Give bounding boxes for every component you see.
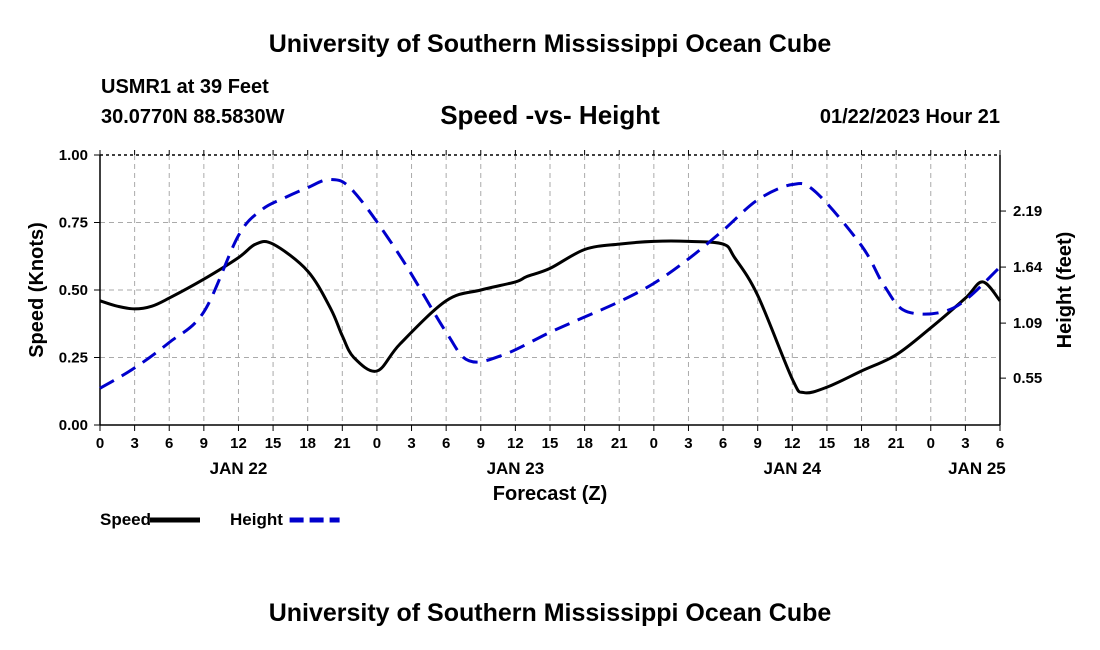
chart-labels: 0 3 6 9 12 15 18 21 0 3 6 9 12 15 18 21 0 3 6 9 12 15 18 21 0 3 6 0… — [26, 147, 1076, 505]
date-label: JAN 25 — [948, 459, 1006, 478]
y-left-tick-label: 0.50 — [59, 282, 88, 299]
series-line-speed — [99, 239, 1002, 395]
x-tick-label: 15 — [265, 435, 282, 452]
x-tick-label: 21 — [334, 435, 351, 452]
x-tick-label: 18 — [853, 435, 870, 452]
x-tick-label: 3 — [407, 435, 415, 452]
x-tick-label: 3 — [961, 435, 969, 452]
x-tick-label: 9 — [754, 435, 762, 452]
forecast-timestamp: 01/22/2023 Hour 21 — [819, 106, 1000, 128]
page-title: University of Southern Mississippi Ocean… — [268, 30, 832, 58]
x-tick-label: 18 — [299, 435, 316, 452]
y-right-tick-label: 0.55 — [1013, 370, 1042, 387]
x-tick-label: 12 — [507, 435, 524, 452]
legend-label-height: Height — [230, 510, 283, 529]
x-tick-label: 6 — [442, 435, 450, 452]
x-tick-label: 6 — [996, 435, 1004, 452]
x-tick-label: 3 — [684, 435, 692, 452]
footer-title: University of Southern Mississippi Ocean… — [268, 599, 832, 627]
chart-axes — [94, 150, 1006, 431]
x-tick-label: 3 — [130, 435, 138, 452]
grid-lines — [100, 155, 1000, 425]
x-tick-label: 18 — [576, 435, 593, 452]
y-left-tick-label: 0.00 — [59, 417, 88, 434]
x-tick-label: 9 — [200, 435, 208, 452]
series-line-height — [99, 177, 1002, 390]
x-tick-label: 21 — [888, 435, 905, 452]
y-left-tick-label: 1.00 — [59, 147, 88, 164]
chart-legend: Speed Height — [100, 510, 340, 529]
y-left-tick-label: 0.25 — [59, 350, 88, 367]
x-tick-label: 12 — [784, 435, 801, 452]
x-tick-label: 6 — [719, 435, 727, 452]
y-right-axis-title: Height (feet) — [1054, 232, 1076, 349]
station-coordinates: 30.0770N 88.5830W — [101, 106, 285, 128]
x-tick-label: 15 — [542, 435, 559, 452]
legend-label-speed: Speed — [100, 510, 151, 529]
y-left-tick-label: 0.75 — [59, 215, 88, 232]
date-label: JAN 24 — [763, 459, 821, 478]
x-tick-label: 9 — [477, 435, 485, 452]
date-label: JAN 22 — [210, 459, 268, 478]
chart-subtitle: Speed -vs- Height — [440, 100, 660, 130]
y-left-axis-title: Speed (Knots) — [26, 222, 48, 358]
chart-series — [99, 177, 1002, 395]
x-tick-label: 15 — [819, 435, 836, 452]
y-right-tick-label: 2.19 — [1013, 203, 1042, 220]
x-tick-label: 0 — [96, 435, 104, 452]
x-axis-title: Forecast (Z) — [493, 483, 607, 505]
date-label: JAN 23 — [487, 459, 545, 478]
x-tick-label: 12 — [230, 435, 247, 452]
y-right-tick-label: 1.64 — [1013, 259, 1043, 276]
x-tick-label: 0 — [373, 435, 381, 452]
x-tick-label: 0 — [927, 435, 935, 452]
x-tick-label: 6 — [165, 435, 173, 452]
y-right-tick-label: 1.09 — [1013, 315, 1042, 332]
x-tick-label: 21 — [611, 435, 628, 452]
x-tick-label: 0 — [650, 435, 658, 452]
station-label: USMR1 at 39 Feet — [101, 76, 269, 98]
